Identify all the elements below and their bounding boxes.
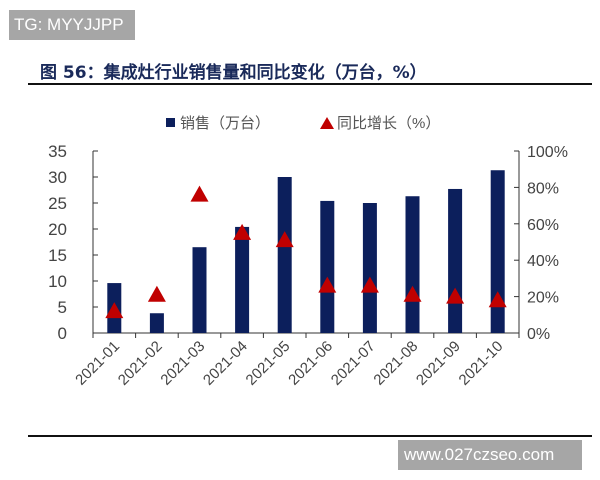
triangle-marker	[233, 223, 252, 240]
watermark-top: TG: MYYJJPP	[9, 10, 135, 40]
legend-bar-label: 销售（万台）	[180, 115, 270, 132]
bar	[362, 203, 377, 333]
triangle-marker	[488, 291, 507, 308]
bar	[320, 200, 335, 333]
triangle-marker	[275, 231, 294, 248]
chart-title: 图 56：集成灶行业销售量和同比变化（万台，%）	[40, 63, 427, 83]
x-tick-label: 2021-08	[370, 338, 421, 389]
bottom-rule	[28, 435, 592, 437]
right-tick-label: 20%	[527, 290, 559, 307]
right-tick-label: 60%	[527, 217, 559, 234]
bar	[448, 188, 463, 333]
triangle-marker	[360, 276, 379, 293]
right-tick-label: 0%	[527, 326, 550, 343]
right-tick-label: 40%	[527, 253, 559, 270]
x-tick-label: 2021-02	[115, 338, 166, 389]
left-tick-label: 20	[48, 220, 67, 239]
x-tick-label: 2021-09	[413, 338, 464, 389]
x-tick-label: 2021-06	[285, 338, 336, 389]
left-tick-label: 5	[58, 298, 67, 317]
triangle-marker	[446, 287, 465, 304]
legend-bar-swatch	[166, 118, 175, 127]
right-tick-label: 80%	[527, 180, 559, 197]
legend-triangle-label: 同比增长（%）	[337, 115, 440, 132]
bar	[277, 177, 292, 333]
x-tick-label: 2021-07	[328, 338, 379, 389]
left-tick-label: 10	[48, 272, 67, 291]
triangle-marker	[403, 285, 422, 302]
triangle-marker	[147, 285, 166, 302]
bar	[490, 170, 505, 333]
x-tick-label: 2021-10	[456, 338, 507, 389]
left-tick-label: 0	[58, 324, 67, 343]
bar	[149, 313, 164, 333]
x-tick-label: 2021-05	[243, 338, 294, 389]
triangle-marker	[190, 185, 209, 202]
x-tick-label: 2021-03	[157, 338, 208, 389]
watermark-bottom: www.027czseo.com	[398, 440, 582, 470]
right-tick-label: 100%	[527, 144, 568, 161]
bar	[405, 196, 420, 333]
left-tick-label: 30	[48, 168, 67, 187]
x-tick-label: 2021-01	[72, 338, 123, 389]
legend-triangle-swatch	[320, 117, 334, 129]
left-tick-label: 35	[48, 142, 67, 161]
triangle-marker	[105, 302, 124, 319]
bar	[235, 226, 250, 333]
left-tick-label: 15	[48, 246, 67, 265]
triangle-marker	[318, 276, 337, 293]
bar	[192, 247, 207, 333]
left-tick-label: 25	[48, 194, 67, 213]
title-rule	[28, 83, 592, 85]
x-tick-label: 2021-04	[200, 338, 251, 389]
